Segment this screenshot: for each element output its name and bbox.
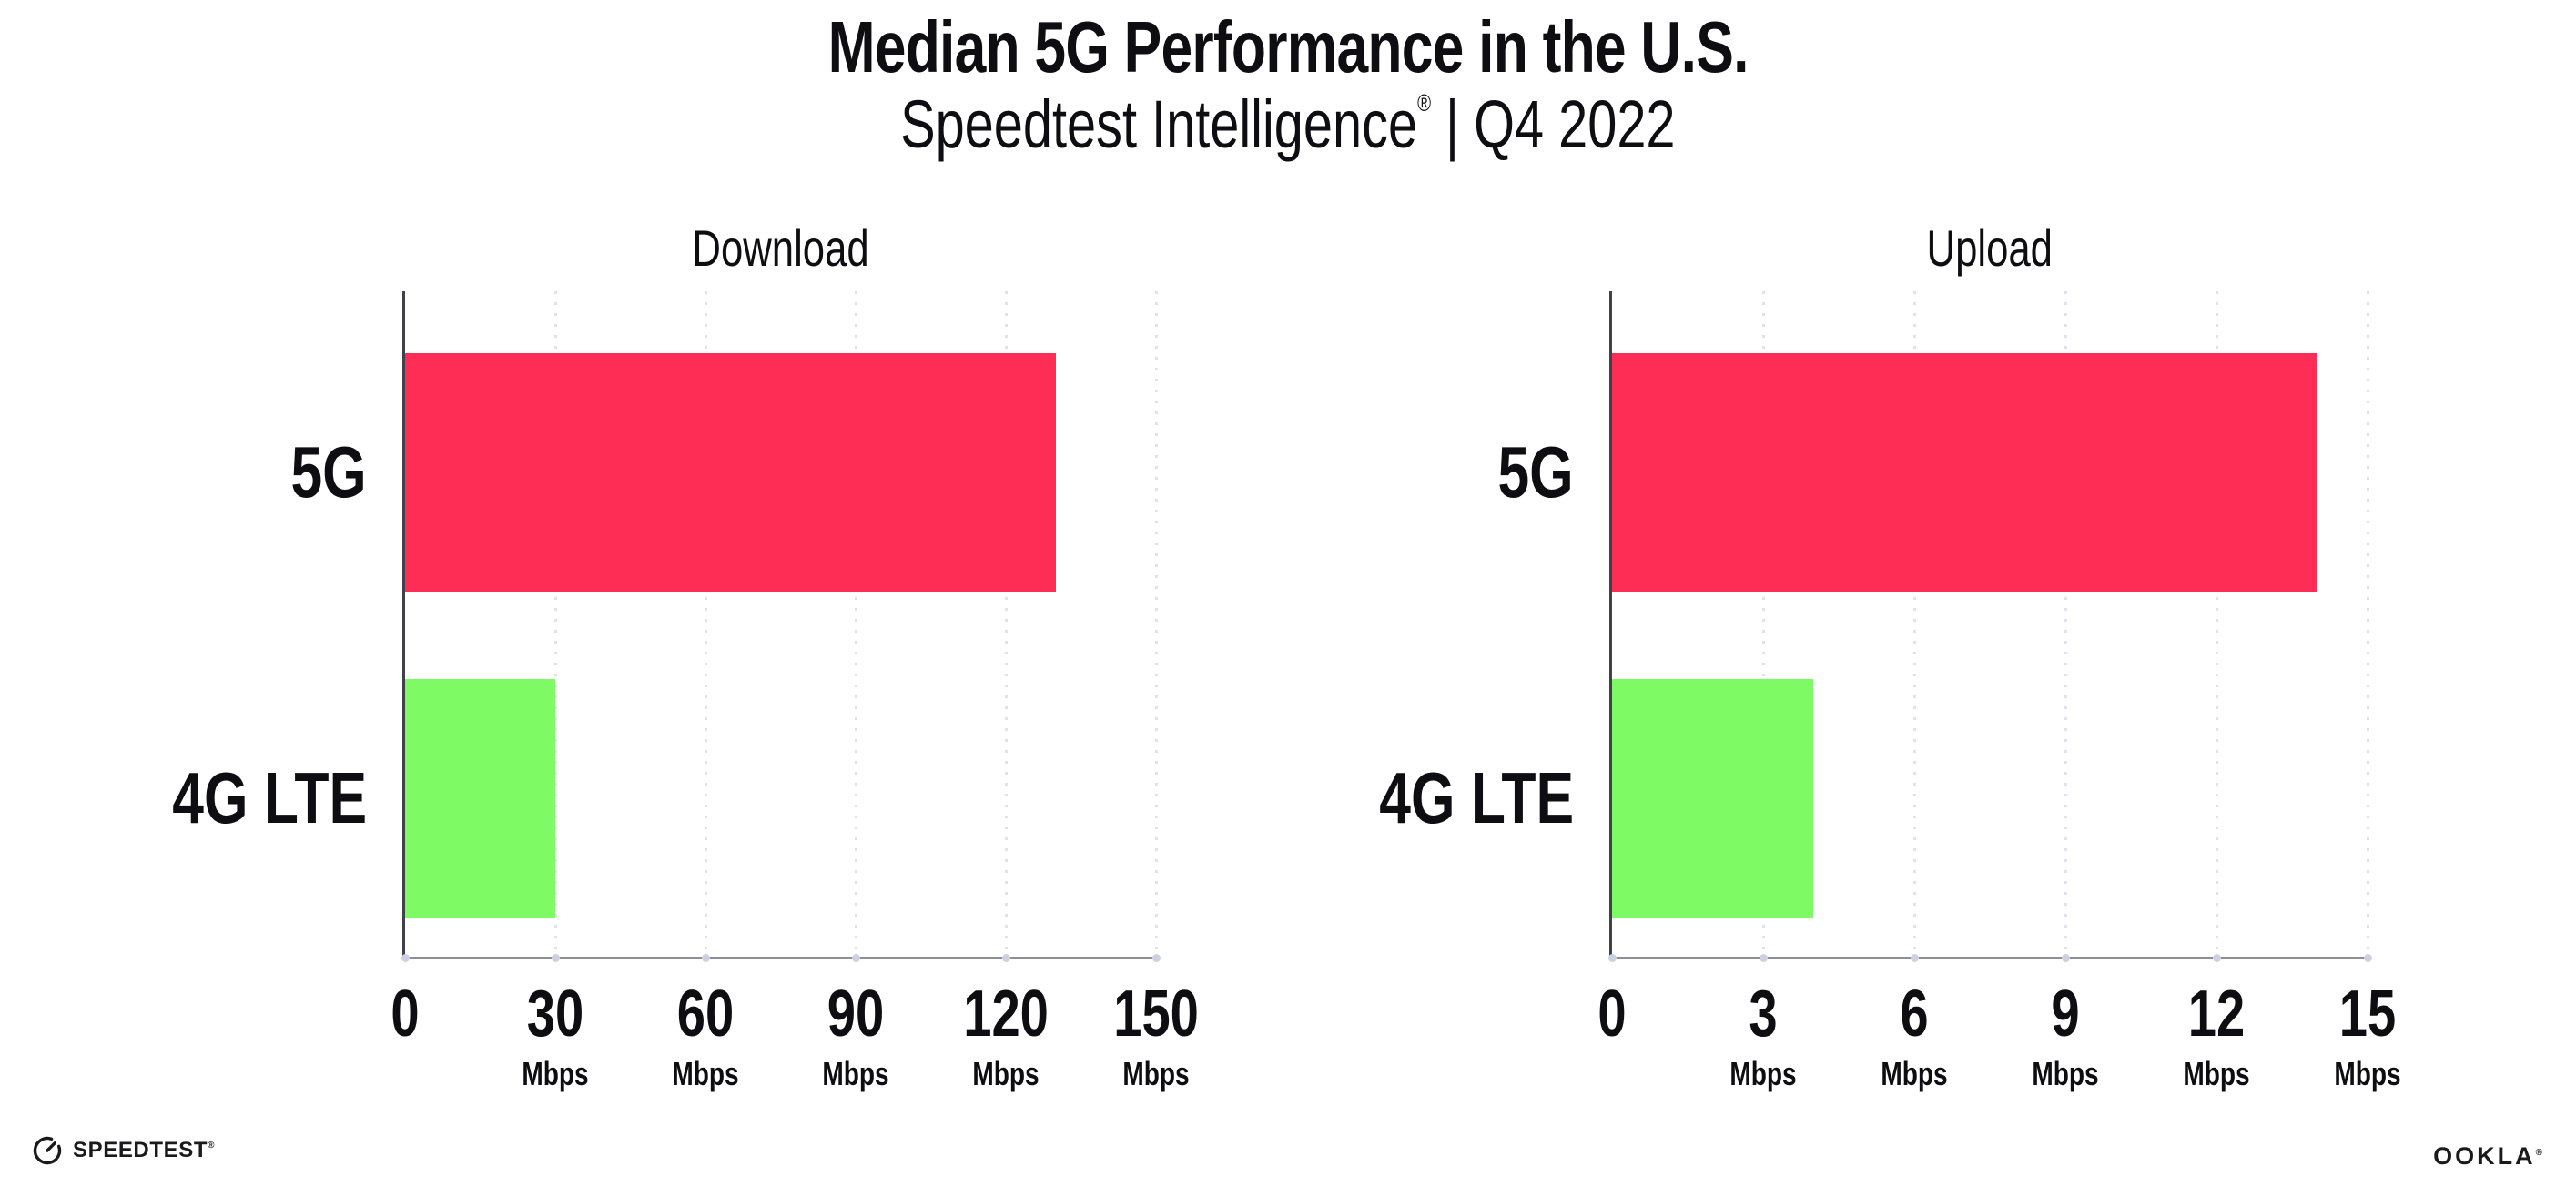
bar-download-4g-lte	[405, 679, 555, 918]
gridline-upload-3	[1761, 291, 1765, 959]
tick-number: 150	[1113, 978, 1199, 1050]
tick-number: 6	[1900, 978, 1929, 1050]
category-label-download-5g: 5G	[290, 431, 367, 512]
ookla-wordmark: OOKLA	[2433, 1142, 2536, 1170]
tick-label-upload-15: 15 Mbps	[2277, 981, 2459, 1090]
tick-unit-label: Mbps	[972, 1055, 1040, 1092]
gridline-upload-6	[1912, 291, 1916, 959]
tick-number: 12	[2187, 978, 2246, 1050]
speedtest-gauge-icon	[33, 1136, 62, 1165]
tick-unit-label: Mbps	[1881, 1055, 1948, 1092]
tick-label-download-0: 0	[314, 981, 496, 1047]
gridline-download-150	[1154, 291, 1158, 959]
tick-label-upload-12: 12 Mbps	[2125, 981, 2307, 1090]
tick-unit-label: Mbps	[2183, 1055, 2250, 1092]
subtitle-brand: Speedtest Intelligence	[900, 86, 1418, 162]
speedtest-registered-mark: ®	[208, 1141, 216, 1151]
tick-unit-label: Mbps	[2032, 1055, 2099, 1092]
tick-dot-upload-15	[2363, 954, 2372, 962]
tick-number: 90	[827, 978, 885, 1050]
tick-label-download-150: 150 Mbps	[1065, 981, 1247, 1090]
registered-trademark-mark: ®	[1417, 89, 1432, 117]
tick-dot-download-0	[401, 954, 410, 962]
x-axis-line-download	[402, 957, 1156, 959]
tick-unit-label: Mbps	[1729, 1055, 1797, 1092]
speedtest-wordmark: SPEEDTEST®	[73, 1138, 216, 1162]
tick-dot-download-120	[1001, 954, 1010, 962]
tick-unit-label: Mbps	[672, 1055, 739, 1092]
tick-dot-upload-0	[1607, 954, 1617, 962]
gridline-download-30	[553, 291, 557, 959]
tick-label-download-120: 120 Mbps	[915, 981, 1097, 1090]
speedtest-logo: SPEEDTEST®	[31, 1134, 215, 1167]
tick-unit-label: Mbps	[822, 1055, 889, 1092]
gridline-download-90	[854, 291, 857, 959]
tick-unit-label: Mbps	[522, 1055, 589, 1092]
tick-number: 15	[2338, 978, 2397, 1050]
gridline-download-60	[704, 291, 707, 959]
tick-unit-label: Mbps	[1122, 1055, 1190, 1092]
tick-label-upload-3: 3 Mbps	[1672, 981, 1854, 1090]
tick-number: 9	[2051, 978, 2080, 1050]
gridline-upload-15	[2366, 291, 2369, 959]
bar-upload-4g-lte	[1612, 679, 1814, 918]
tick-number: 120	[963, 978, 1049, 1050]
tick-number: 60	[676, 978, 735, 1050]
tick-number: 3	[1749, 978, 1778, 1050]
tick-label-upload-0: 0	[1521, 981, 1703, 1047]
gridline-download-120	[1004, 291, 1008, 959]
panel-title-download: Download	[692, 219, 869, 277]
tick-label-upload-9: 9 Mbps	[1974, 981, 2156, 1090]
tick-label-upload-6: 6 Mbps	[1823, 981, 2005, 1090]
tick-dot-download-30	[551, 954, 560, 962]
x-axis-line-upload	[1609, 957, 2368, 959]
tick-label-download-30: 30 Mbps	[464, 981, 646, 1090]
y-axis-line-download	[402, 291, 405, 959]
tick-unit-label: Mbps	[2334, 1055, 2401, 1092]
y-axis-line-upload	[1609, 291, 1612, 959]
category-label-download-4g-lte: 4G LTE	[172, 757, 367, 838]
page-title: Median 5G Performance in the U.S.	[0, 9, 2576, 86]
panel-title-upload: Upload	[1926, 219, 2054, 277]
category-label-upload-5g: 5G	[1497, 431, 1574, 512]
tick-dot-upload-9	[2061, 954, 2070, 962]
gridline-upload-9	[2064, 291, 2067, 959]
gridline-upload-12	[2215, 291, 2218, 959]
bar-upload-5g	[1612, 353, 2317, 592]
chart-subtitle: Speedtest Intelligence® | Q4 2022	[0, 89, 2576, 160]
page-title-text: Median 5G Performance in the U.S.	[827, 6, 1749, 87]
subtitle-period: | Q4 2022	[1431, 86, 1676, 162]
tick-label-download-60: 60 Mbps	[614, 981, 796, 1090]
tick-dot-upload-12	[2212, 954, 2221, 962]
tick-dot-upload-6	[1910, 954, 1919, 962]
tick-dot-download-90	[851, 954, 860, 962]
tick-dot-download-60	[701, 954, 710, 962]
ookla-logo: OOKLA®	[2433, 1142, 2545, 1171]
tick-dot-upload-3	[1759, 954, 1768, 962]
tick-number: 30	[526, 978, 584, 1050]
bar-download-5g	[405, 353, 1056, 592]
tick-number: 0	[390, 978, 420, 1050]
category-label-upload-4g-lte: 4G LTE	[1379, 757, 1574, 838]
tick-number: 0	[1597, 978, 1627, 1050]
tick-label-download-90: 90 Mbps	[765, 981, 947, 1090]
ookla-registered-mark: ®	[2535, 1148, 2545, 1158]
tick-dot-download-150	[1151, 954, 1161, 962]
